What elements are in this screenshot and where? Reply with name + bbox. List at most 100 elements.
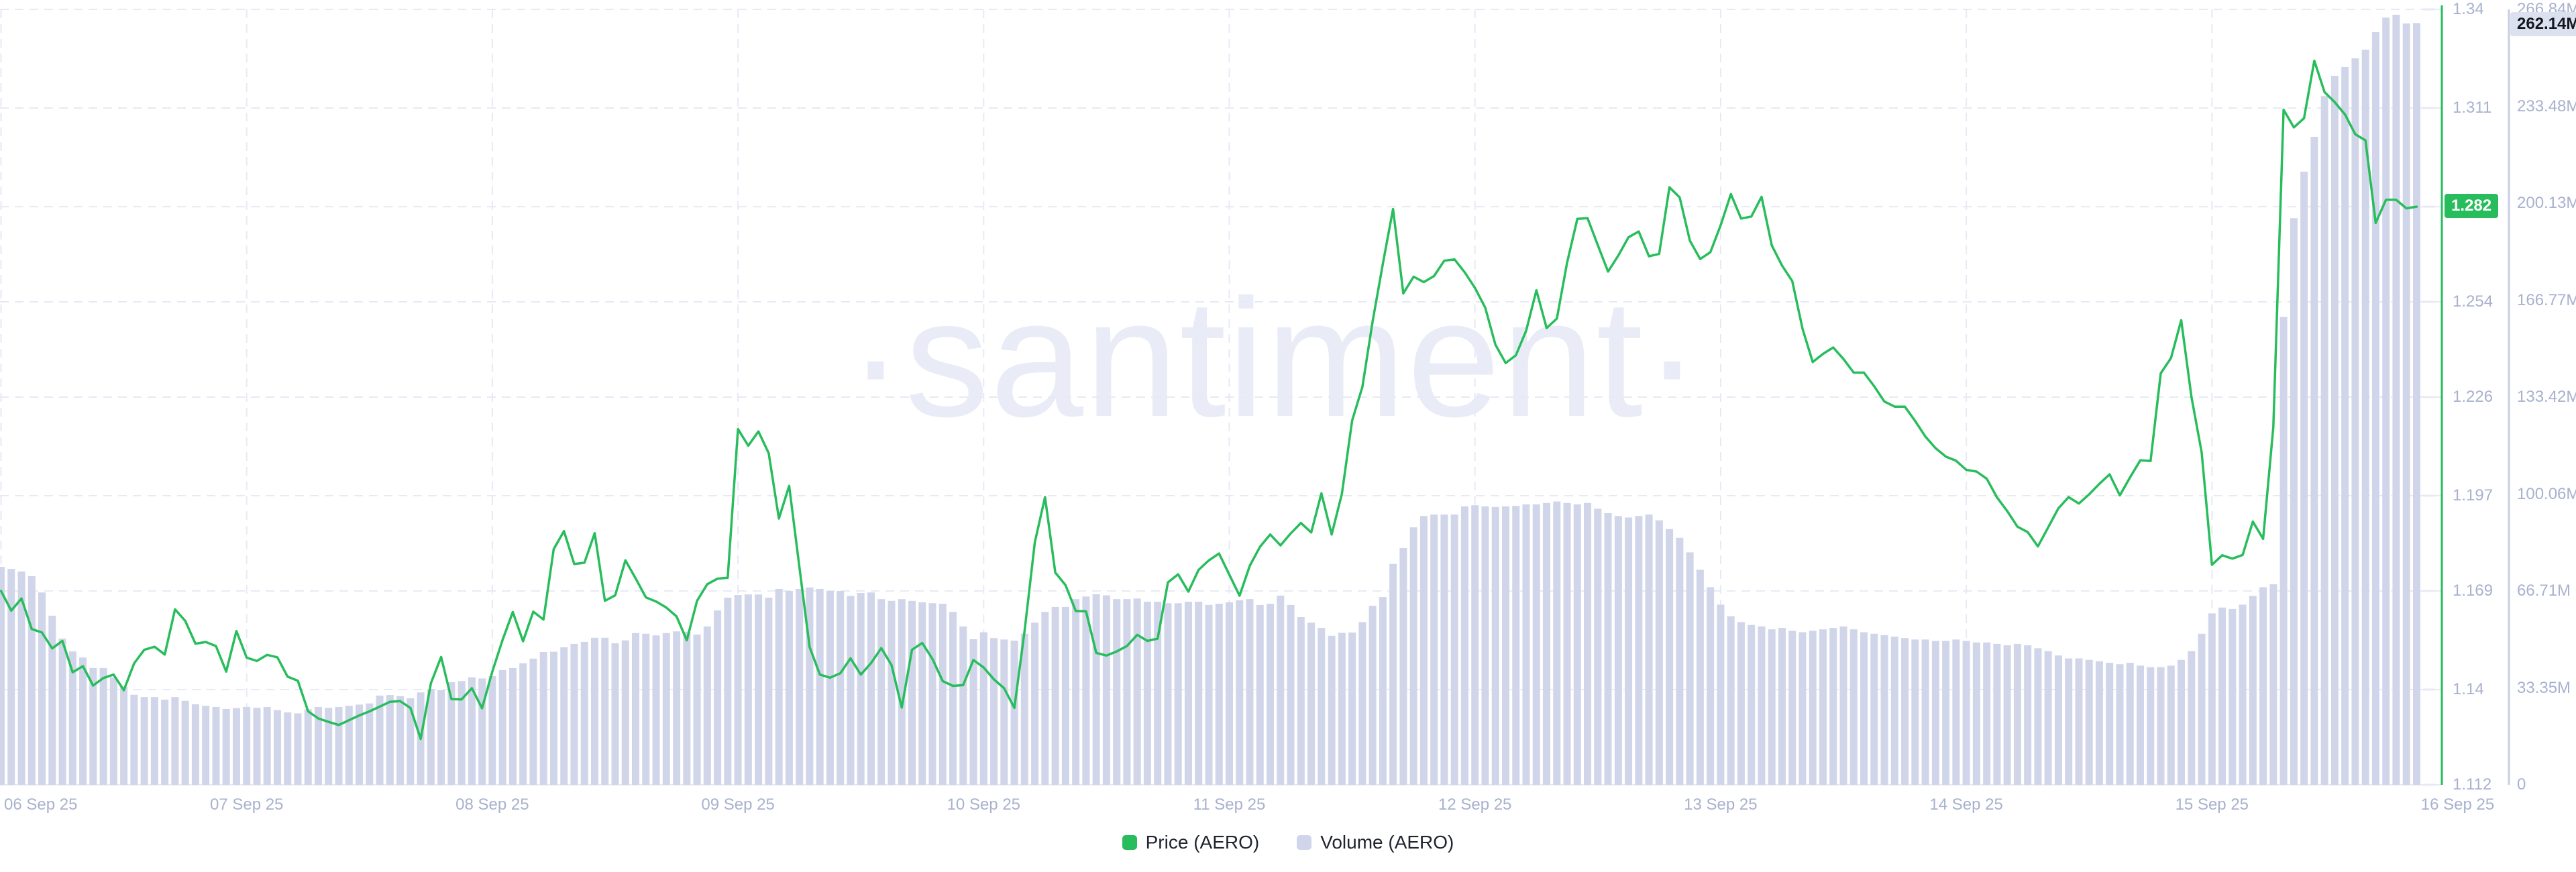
- volume-bar: [2095, 661, 2103, 785]
- volume-bar: [1727, 616, 1735, 785]
- volume-bar: [2229, 608, 2237, 785]
- volume-bar: [1450, 514, 1458, 785]
- volume-bar: [1890, 637, 1898, 785]
- volume-bar: [1880, 635, 1888, 785]
- volume-bar: [1829, 628, 1837, 785]
- volume-bar: [1031, 622, 1039, 785]
- volume-bar: [857, 593, 865, 785]
- volume-bar: [2188, 651, 2196, 785]
- volume-bar: [928, 603, 936, 785]
- volume-bar: [243, 706, 251, 785]
- current-price-badge: 1.282: [2445, 194, 2499, 218]
- volume-bar: [1020, 633, 1028, 785]
- volume-bar: [1267, 604, 1275, 785]
- volume-bar: [1338, 633, 1346, 785]
- volume-bar: [1625, 517, 1633, 785]
- price-series-swatch-icon: [1122, 835, 1137, 850]
- volume-bar: [2167, 665, 2175, 785]
- volume-bar: [1707, 587, 1715, 785]
- volume-bar: [447, 682, 455, 785]
- volume-bar: [755, 594, 763, 785]
- legend-item-volume[interactable]: Volume (AERO): [1297, 832, 1454, 853]
- volume-bar: [284, 712, 292, 785]
- volume-bar: [1133, 598, 1141, 785]
- volume-bar: [1921, 639, 1929, 785]
- volume-bar: [1143, 602, 1151, 785]
- volume-bar: [1419, 516, 1428, 785]
- volume-bar: [2392, 14, 2400, 785]
- volume-bar: [1379, 597, 1387, 785]
- volume-bar: [529, 658, 537, 785]
- volume-bar: [1839, 626, 1847, 785]
- volume-bar: [1748, 624, 1756, 785]
- volume-bar: [1962, 641, 1970, 785]
- volume-bar: [949, 612, 957, 785]
- volume-bar: [1614, 516, 1622, 785]
- volume-bar: [1409, 527, 1417, 785]
- volume-bar: [959, 626, 967, 785]
- volume-bar: [714, 610, 722, 785]
- volume-bar: [1102, 595, 1110, 785]
- volume-bar: [263, 706, 271, 785]
- volume-bar: [1983, 642, 1991, 785]
- volume-bar: [2065, 658, 2073, 785]
- volume-bar: [1082, 596, 1090, 785]
- volume-bar: [2147, 667, 2155, 785]
- volume-bar: [376, 696, 384, 785]
- volume-bar: [938, 604, 947, 785]
- volume-bar: [68, 651, 76, 785]
- santiment-watermark: ·santiment·: [847, 264, 1702, 452]
- volume-bar: [1972, 642, 1980, 785]
- volume-bar: [222, 708, 230, 785]
- volume-bar: [468, 677, 476, 785]
- volume-bar: [437, 690, 445, 785]
- volume-bar: [1849, 629, 1858, 785]
- volume-bar: [1051, 606, 1059, 785]
- volume-bar: [1041, 612, 1049, 785]
- volume-bar: [1481, 506, 1489, 785]
- volume-bar: [1256, 604, 1264, 785]
- volume-bar: [99, 667, 107, 785]
- volume-bar: [632, 633, 640, 785]
- volume-bar: [1072, 599, 1080, 785]
- volume-bar: [1174, 603, 1182, 785]
- volume-bar: [2003, 645, 2011, 785]
- volume-bar: [181, 700, 189, 785]
- volume-bar: [488, 675, 496, 785]
- volume-bar: [2085, 659, 2093, 785]
- volume-bar: [2330, 75, 2339, 785]
- volume-bar: [1318, 628, 1326, 785]
- volume-bar: [918, 602, 926, 785]
- volume-bar: [1440, 514, 1448, 785]
- volume-bar: [1348, 632, 1356, 785]
- volume-bar: [877, 599, 885, 785]
- volume-bar: [611, 643, 619, 785]
- volume-bar: [345, 706, 353, 785]
- volume-bar: [867, 592, 875, 785]
- legend-item-price[interactable]: Price (AERO): [1122, 832, 1260, 853]
- volume-bar: [2054, 655, 2062, 785]
- legend-price-label: Price (AERO): [1145, 832, 1260, 853]
- volume-bar: [1778, 628, 1786, 785]
- volume-bar: [1543, 502, 1551, 785]
- volume-bar: [2198, 633, 2206, 785]
- volume-bar: [744, 594, 752, 785]
- volume-bar: [458, 681, 466, 785]
- volume-bar: [1123, 599, 1131, 785]
- volume-bar: [2178, 659, 2186, 785]
- volume-bar: [560, 647, 568, 785]
- volume-bar: [1358, 622, 1366, 785]
- volume-bar: [2269, 584, 2277, 785]
- volume-bar: [1563, 502, 1571, 785]
- volume-bar: [191, 704, 199, 785]
- volume-series-swatch-icon: [1297, 835, 1312, 850]
- volume-bar: [1532, 504, 1540, 785]
- volume-bar: [1113, 599, 1121, 785]
- volume-bar: [2106, 663, 2114, 785]
- volume-bar: [1061, 606, 1069, 785]
- volume-bar: [2320, 96, 2328, 785]
- volume-bar: [2136, 665, 2144, 785]
- volume-bar: [2402, 23, 2410, 785]
- volume-bar: [1594, 508, 1602, 785]
